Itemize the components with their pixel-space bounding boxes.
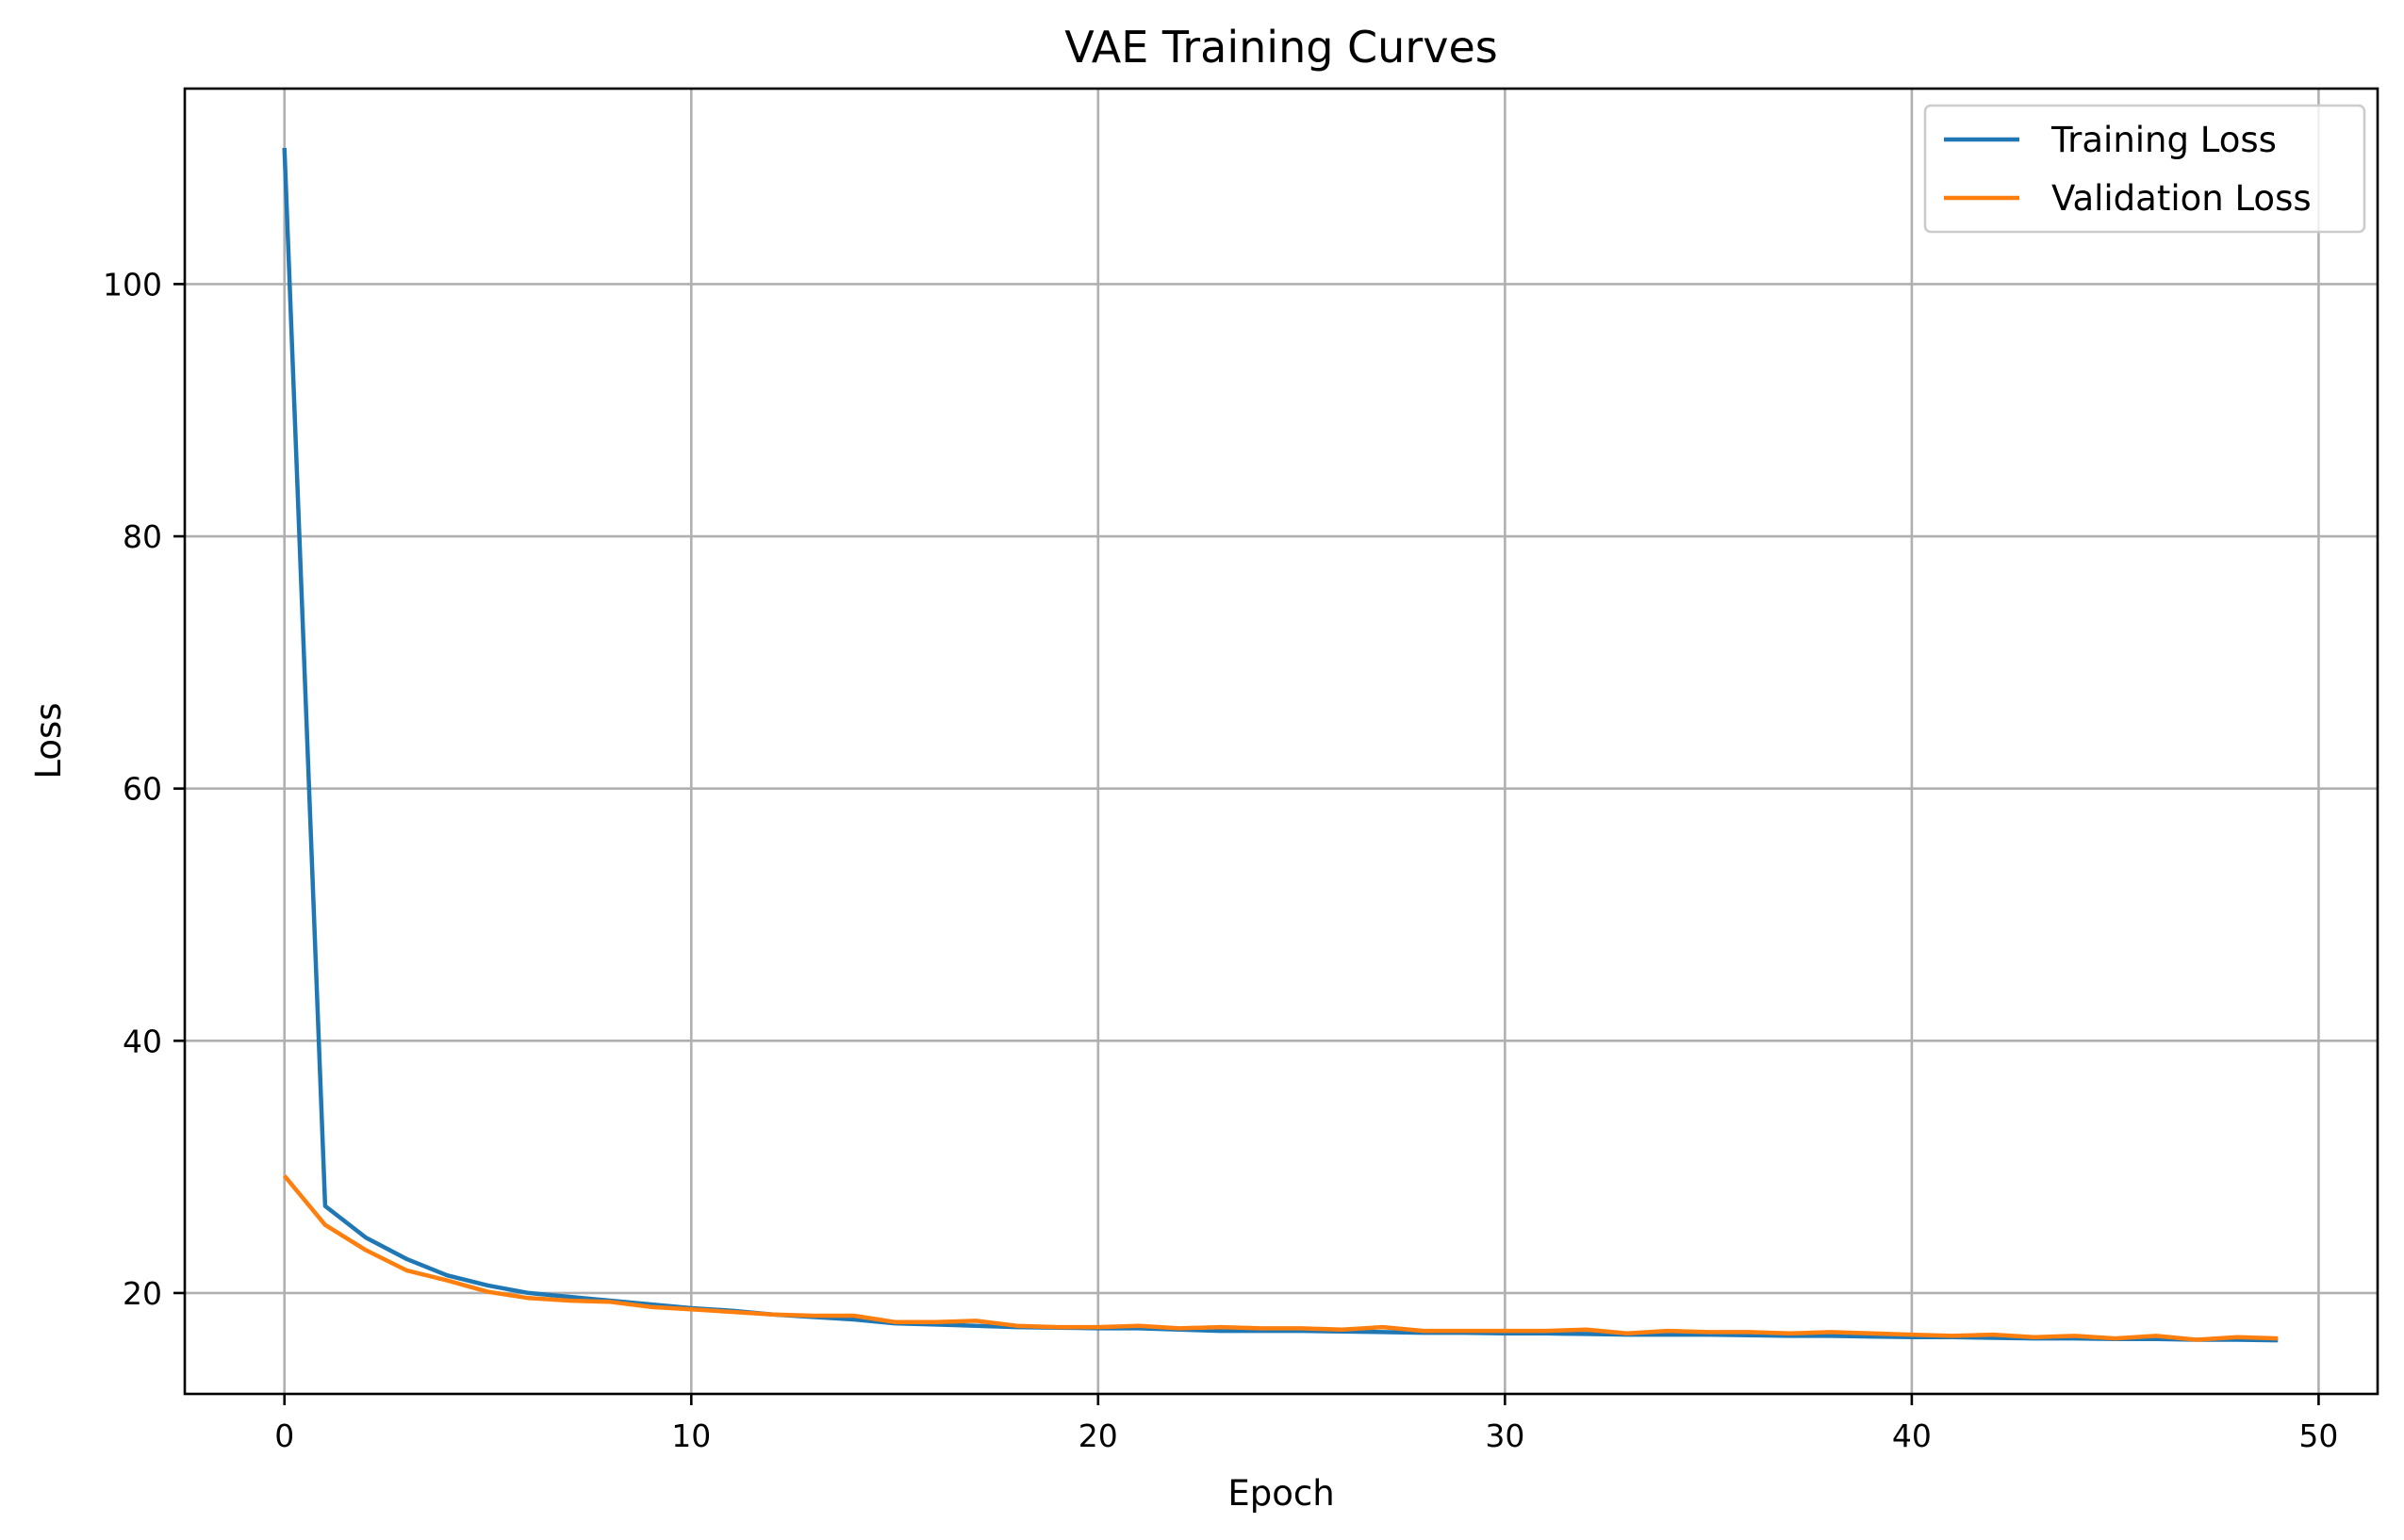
- x-tick-label: 10: [671, 1417, 711, 1454]
- series-layer: [282, 147, 2279, 1343]
- y-tick-label: 40: [123, 1023, 162, 1059]
- legend-box: [1923, 104, 2366, 234]
- y-tick-label: 20: [123, 1275, 162, 1312]
- legend: Training Loss Validation Loss: [1923, 104, 2366, 234]
- x-tick-label: 20: [1079, 1417, 1118, 1454]
- y-tick-label: 100: [103, 266, 162, 303]
- tick-layer: 0 10 20 30 40 50 20 40 60 80 100: [103, 266, 2338, 1454]
- y-axis-label: Loss: [28, 702, 69, 778]
- chart-title: VAE Training Curves: [1064, 22, 1497, 73]
- x-tick-label: 50: [2298, 1417, 2338, 1454]
- y-tick-label: 80: [123, 518, 162, 555]
- validation-loss-line: [282, 1174, 2279, 1342]
- x-tick-label: 0: [274, 1417, 294, 1454]
- x-axis-label: Epoch: [1227, 1473, 1334, 1514]
- legend-label-training-loss: Training Loss: [2050, 120, 2277, 160]
- legend-label-validation-loss: Validation Loss: [2051, 178, 2312, 219]
- x-tick-label: 40: [1892, 1417, 1932, 1454]
- x-tick-label: 30: [1485, 1417, 1524, 1454]
- plot-frame: [183, 87, 2379, 1396]
- grid-layer: [185, 89, 2378, 1394]
- y-tick-label: 60: [123, 771, 162, 808]
